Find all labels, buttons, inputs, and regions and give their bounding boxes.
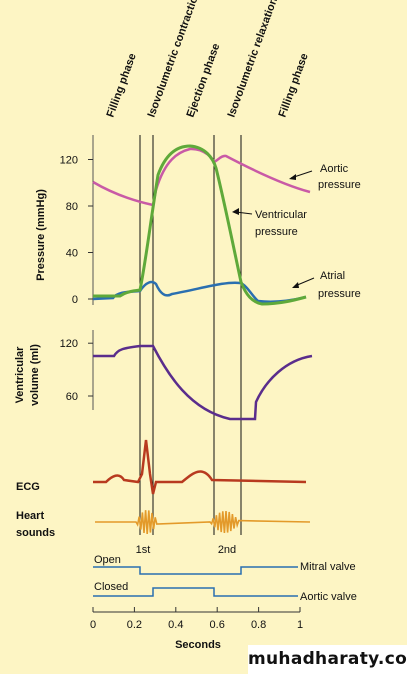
time-tick-label: 0 [90,619,96,631]
phase-label-0: Filling phase [105,52,139,119]
valve-open-label: Open [94,554,121,566]
aortic-pressure-label-2: pressure [318,179,361,191]
volume-tick-label: 120 [60,338,78,350]
volume-axis-label-2: volume (ml) [29,344,41,406]
volume-axis-label-1: Ventricular [14,346,26,404]
aortic-pressure-label-1: Aortic [320,163,349,175]
time-axis: 0 0.2 0.4 0.6 0.8 1 Seconds [90,607,303,651]
ventricular-pressure-label-2: pressure [255,226,298,238]
atrial-arrowhead [292,282,299,288]
heart-sounds-trace [95,510,311,535]
ventricular-pressure-curve [93,144,307,306]
pressure-tick-label: 40 [66,248,78,260]
second-heart-sound-label: 2nd [218,544,236,556]
volume-panel: 120 60 Ventricular volume (ml) [14,330,313,421]
atrial-pressure-label-1: Atrial [320,270,345,282]
pressure-panel: 120 80 40 0 Pressure (mmHg) Aortic pressure… [35,135,361,306]
valve-closed-label: Closed [94,581,128,593]
time-tick-label: 0.6 [210,619,225,631]
aortic-arrowhead [289,174,296,180]
pressure-tick-label: 0 [72,294,78,306]
heart-sounds-label-2: sounds [16,527,55,539]
pressure-tick-label: 120 [60,155,78,167]
aortic-valve-line [93,587,298,597]
heart-sounds-label-1: Heart [16,510,44,522]
ecg-panel: ECG [16,439,307,495]
ventricular-arrowhead [232,208,239,215]
heart-sounds-panel: Heart sounds 1st 2nd [16,510,311,556]
phase-label-4: Filling phase [277,52,311,119]
ventricular-volume-curve [93,344,313,421]
watermark: muhadharaty.com [248,645,407,674]
valves-panel: Open Closed Mitral valve Aortic valve [93,554,357,603]
ventricular-pressure-label-1: Ventricular [255,209,307,221]
time-tick-label: 0.8 [251,619,266,631]
time-tick-label: 0.2 [127,619,142,631]
volume-tick-label: 60 [66,391,78,403]
time-tick-label: 0.4 [168,619,183,631]
volume-ticks: 120 60 [60,338,93,403]
mitral-valve-line [93,566,298,575]
aortic-pressure-curve [92,147,311,207]
mitral-valve-label: Mitral valve [300,561,356,573]
pressure-tick-label: 80 [66,201,78,213]
time-axis-label: Seconds [175,639,221,651]
first-heart-sound-label: 1st [136,544,151,556]
aortic-valve-label: Aortic valve [300,591,357,603]
time-tick-label: 1 [297,619,303,631]
time-ticks: 0 0.2 0.4 0.6 0.8 1 [90,607,303,631]
phase-label-2: Ejection phase [185,42,223,119]
atrial-pressure-label-2: pressure [318,288,361,300]
pressure-axis-label: Pressure (mmHg) [35,189,47,281]
phase-label-3: Isovolumetric relaxation [226,0,281,119]
ecg-trace [93,439,307,495]
pressure-ticks: 120 80 40 0 [60,155,93,306]
phase-labels: Filling phase Isovolumetric contractionEj… [105,0,311,119]
ecg-label: ECG [16,481,40,493]
